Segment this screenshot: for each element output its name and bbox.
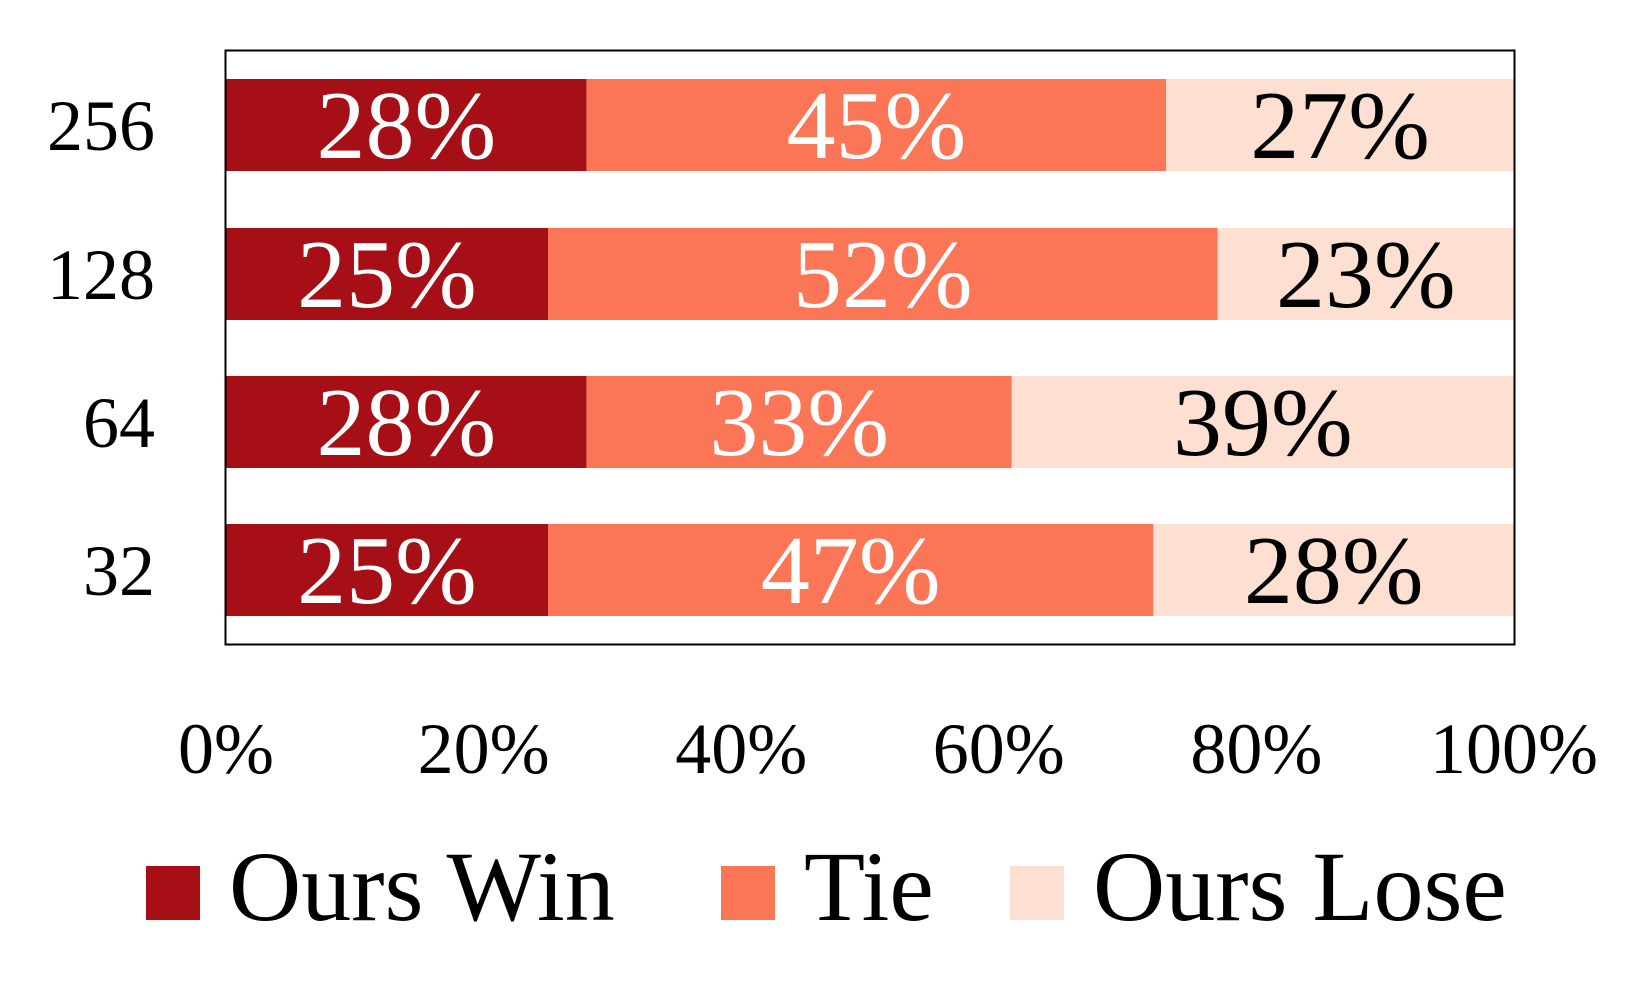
- bar-segment-tie: [586, 376, 1012, 468]
- bar-segment-ours-lose: [1153, 524, 1514, 616]
- y-tick-label: 128: [47, 235, 155, 315]
- data-label-ours-win: 25%: [297, 221, 477, 329]
- data-label-tie: 47%: [761, 517, 941, 625]
- x-tick-label: 80%: [1190, 709, 1322, 789]
- bar-segment-tie: [548, 524, 1154, 616]
- data-label-ours-lose: 39%: [1173, 369, 1353, 477]
- x-axis-tick-labels: 0% 20% 40% 60% 80% 100%: [178, 709, 1598, 789]
- bar-segment-ours-win: [226, 524, 548, 616]
- data-label-ours-lose: 27%: [1250, 72, 1430, 180]
- bar-segment-ours-lose: [1011, 376, 1514, 468]
- bar-segment-ours-win: [226, 228, 548, 320]
- legend-swatch-ours-lose: [1010, 866, 1064, 920]
- data-label-tie: 33%: [709, 369, 889, 477]
- plot-frame: [224, 49, 1516, 646]
- bar-segment-ours-win: [226, 79, 587, 171]
- legend-item-ours-win: Ours Win: [146, 831, 615, 942]
- data-label-tie: 45%: [787, 72, 967, 180]
- data-label-ours-lose: 23%: [1276, 221, 1456, 329]
- bar-segment-ours-lose: [1166, 79, 1514, 171]
- x-tick-label: 40%: [675, 709, 807, 789]
- y-tick-label: 64: [83, 383, 155, 463]
- y-axis-tick-labels: 256 128 64 32: [47, 86, 155, 611]
- legend-label-ours-lose: Ours Lose: [1093, 831, 1507, 942]
- x-tick-label: 60%: [933, 709, 1065, 789]
- bar-segment-ours-lose: [1217, 228, 1514, 320]
- y-tick-label: 256: [47, 86, 155, 166]
- x-tick-label: 100%: [1430, 709, 1598, 789]
- bar-segment-tie: [548, 228, 1218, 320]
- bars-layer: [226, 79, 1514, 616]
- legend-item-ours-lose: Ours Lose: [1010, 831, 1507, 942]
- data-labels-layer: 28% 45% 27% 25% 52% 23% 28% 33% 39% 25% 47% 28%: [297, 72, 1456, 625]
- legend-label-tie: Tie: [804, 831, 934, 942]
- legend-item-tie: Tie: [721, 831, 934, 942]
- legend-swatch-tie: [721, 866, 775, 920]
- data-label-ours-win: 25%: [297, 517, 477, 625]
- x-tick-label: 0%: [178, 709, 274, 789]
- bar-segment-ours-win: [226, 376, 587, 468]
- y-tick-label: 32: [83, 531, 155, 611]
- legend-swatch-ours-win: [146, 866, 200, 920]
- bar-segment-tie: [586, 79, 1167, 171]
- data-label-ours-win: 28%: [316, 369, 496, 477]
- x-tick-label: 20%: [418, 709, 550, 789]
- legend-label-ours-win: Ours Win: [229, 831, 615, 942]
- legend: Ours Win Tie Ours Lose: [146, 831, 1507, 942]
- data-label-tie: 52%: [793, 221, 973, 329]
- data-label-ours-lose: 28%: [1244, 517, 1424, 625]
- data-label-ours-win: 28%: [316, 72, 496, 180]
